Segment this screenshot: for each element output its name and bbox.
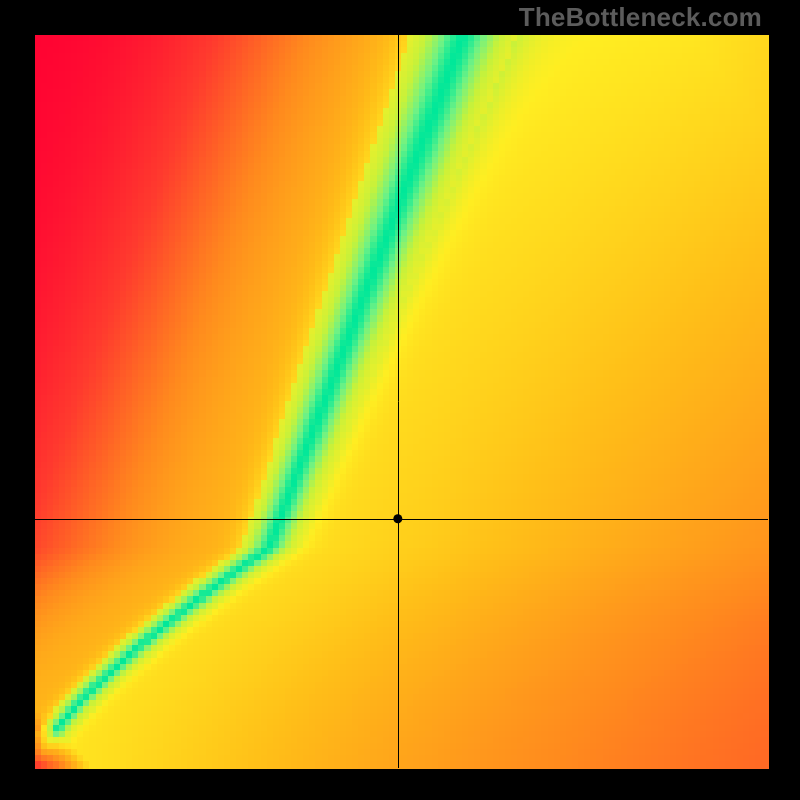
bottleneck-heatmap: [0, 0, 800, 800]
chart-container: TheBottleneck.com: [0, 0, 800, 800]
watermark-text: TheBottleneck.com: [519, 2, 762, 33]
